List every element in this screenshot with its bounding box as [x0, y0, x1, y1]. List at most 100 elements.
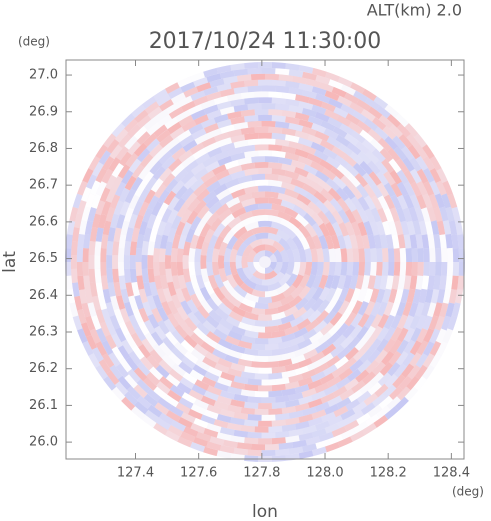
radar-cell: [190, 403, 206, 415]
radar-cell: [261, 138, 276, 145]
radar-cell: [247, 120, 262, 128]
radar-cell: [217, 137, 232, 148]
radar-cell: [206, 128, 222, 139]
radar-cell: [371, 148, 386, 163]
radar-cell: [252, 244, 265, 254]
radar-cell: [127, 124, 141, 138]
radar-cell: [180, 100, 196, 113]
radar-cell: [257, 203, 273, 210]
radar-cell: [433, 302, 443, 317]
radar-cell: [189, 369, 205, 382]
radar-cell: [277, 174, 293, 184]
radar-cell: [342, 324, 356, 339]
radar-cell: [275, 448, 290, 456]
radar-cell: [108, 157, 121, 172]
radar-cell: [190, 215, 202, 231]
radar-cell: [362, 422, 377, 436]
radar-cell: [325, 332, 340, 346]
radar-cell: [303, 297, 317, 312]
radar-cell: [120, 220, 130, 236]
radar-cell: [284, 188, 300, 199]
radar-cell: [271, 437, 286, 445]
radar-cell: [357, 221, 368, 237]
radar-cell: [105, 188, 117, 203]
radar-cell: [111, 333, 123, 349]
radar-cell: [153, 422, 168, 436]
radar-cell: [251, 226, 265, 235]
radar-cell: [187, 104, 203, 116]
radar-cell: [190, 442, 205, 453]
radar-cell: [370, 195, 383, 211]
radar-cell: [414, 144, 428, 160]
radar-cell: [379, 148, 394, 163]
radar-cell: [207, 234, 219, 250]
radar-cell: [392, 135, 406, 150]
radar-cell: [156, 417, 171, 431]
radar-cell: [100, 248, 107, 262]
radar-cell: [424, 220, 434, 236]
radar-cell: [369, 288, 380, 303]
radar-cell: [203, 228, 215, 244]
radar-cell: [268, 197, 283, 206]
radar-cell: [251, 289, 265, 298]
radar-cell: [152, 343, 166, 358]
radar-cell: [77, 309, 87, 324]
radar-cell: [178, 114, 194, 127]
radar-cell: [344, 209, 357, 224]
radar-cell: [107, 227, 116, 242]
radar-cell: [417, 262, 424, 276]
radar-cell: [421, 234, 430, 249]
radar-cell: [227, 111, 242, 120]
radar-cell: [119, 308, 131, 323]
radar-cell: [227, 146, 242, 157]
radar-cell: [349, 410, 365, 423]
radar-cell: [146, 155, 160, 170]
radar-cell: [217, 255, 225, 269]
radar-cell: [346, 248, 354, 262]
radar-cell: [161, 354, 176, 368]
radar-cell: [160, 275, 169, 290]
radar-cell: [233, 121, 249, 131]
radar-cell: [124, 374, 138, 389]
radar-cell: [435, 328, 447, 344]
radar-cell: [311, 409, 327, 420]
radar-cell: [406, 133, 420, 149]
radar-cell: [309, 180, 324, 193]
radar-cell: [230, 362, 246, 372]
radar-cell: [271, 292, 286, 303]
radar-cell: [144, 319, 156, 335]
radar-cell: [368, 171, 382, 186]
radar-cell: [247, 103, 262, 110]
radar-cell: [131, 227, 140, 243]
radar-cell: [367, 404, 383, 418]
radar-cell: [363, 325, 376, 341]
radar-cell: [441, 262, 448, 276]
radar-cell: [261, 396, 276, 404]
chart-title: 2017/10/24 11:30:00: [149, 29, 382, 54]
radar-cell: [91, 161, 104, 177]
radar-cell: [351, 209, 363, 224]
radar-cell: [392, 374, 406, 389]
radar-cell: [243, 234, 257, 247]
radar-cell: [367, 160, 381, 175]
radar-cell: [257, 220, 273, 228]
radar-cell: [330, 344, 345, 358]
radar-cell: [367, 128, 382, 142]
radar-cell: [353, 90, 369, 103]
radar-cell: [304, 262, 313, 276]
radar-cell: [325, 287, 337, 303]
radar-cell: [133, 142, 148, 157]
radar-cell: [190, 71, 205, 82]
radar-cell: [183, 175, 198, 190]
radar-cell: [191, 384, 207, 396]
radar-cell: [367, 106, 383, 120]
radar-cell: [175, 109, 191, 122]
radar-cell: [258, 367, 272, 374]
radar-cell: [203, 446, 218, 457]
radar-cell: [314, 130, 330, 142]
radar-cell: [436, 288, 446, 304]
radar-cell: [337, 209, 350, 224]
radar-cell: [317, 299, 330, 314]
radar-cell: [144, 409, 160, 423]
radar-cell: [403, 275, 412, 290]
